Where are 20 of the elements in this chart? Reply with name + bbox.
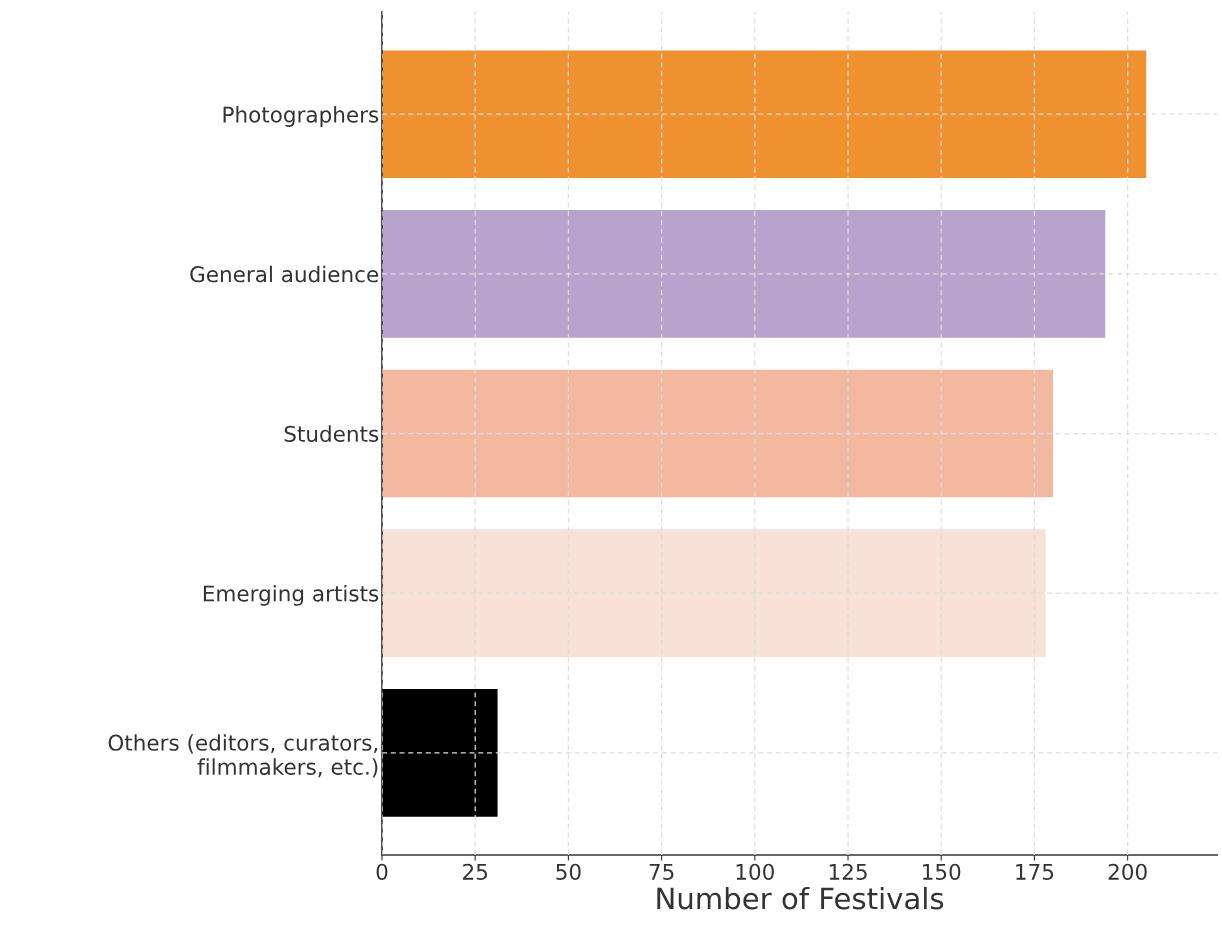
y-tick-label: General audience [190,265,379,283]
x-tick-label: 100 [736,863,774,880]
bar [382,529,1046,658]
bar [382,210,1106,338]
x-tick-label: 50 [556,863,581,880]
y-tick-label: Students [284,425,379,442]
bar [382,50,1147,179]
x-tick-label: 175 [1016,863,1054,880]
bar [382,369,1054,498]
x-axis-title: Number of Festivals [657,886,944,910]
x-tick-label: 75 [649,863,674,880]
x-tick-label: 200 [1108,863,1147,880]
x-tick-label: 150 [923,863,961,880]
y-tick-label: Photographers [223,106,379,127]
x-tick-label: 125 [829,863,867,880]
y-tick-label: Others (editors, curators, filmmakers, etc.) [108,734,378,778]
x-tick-label: 0 [376,863,388,880]
x-tick-label: 25 [463,863,488,880]
bar [382,688,498,817]
y-tick-label: Emerging artists [203,584,379,606]
